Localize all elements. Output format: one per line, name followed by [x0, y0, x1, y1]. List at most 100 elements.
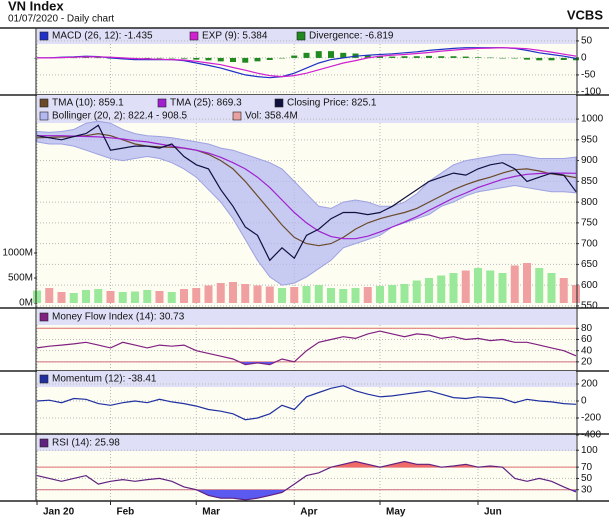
volume-bar	[253, 285, 262, 303]
legend-swatch	[39, 312, 49, 322]
divergence-bar	[144, 57, 151, 59]
divergence-bar	[168, 57, 175, 59]
chart-subtitle: 01/07/2020 - Daily chart	[8, 14, 114, 25]
volume-bar	[474, 268, 482, 303]
x-tick-label: Jan 20	[43, 507, 75, 518]
y-tick-label: -200	[581, 413, 601, 424]
legend-label: RSI (14): 25.98	[52, 438, 120, 449]
volume-bar	[143, 290, 152, 303]
divergence-bar	[560, 57, 567, 60]
divergence-bar	[95, 57, 102, 59]
y-tick-label: 650	[581, 259, 598, 270]
volume-bar	[351, 288, 360, 303]
volume-bar	[572, 285, 580, 303]
volume-bar	[449, 273, 458, 303]
divergence-bar	[83, 57, 89, 58]
y-tick-label: 60	[581, 334, 593, 345]
y-tick-label: 750	[581, 218, 598, 229]
volume-bar	[241, 284, 250, 303]
y-tick-label: 20	[581, 356, 593, 367]
divergence-bar	[242, 57, 249, 63]
volume-bar	[302, 286, 311, 303]
legend-band	[37, 435, 576, 451]
volume-bar	[559, 278, 568, 303]
divergence-bar	[377, 56, 383, 58]
divergence-bar	[573, 57, 579, 61]
divergence-bar	[462, 56, 469, 58]
volume-bar	[339, 289, 348, 303]
legend-swatch	[157, 98, 167, 108]
chart-title: VN Index	[8, 0, 64, 13]
line	[37, 47, 577, 78]
y-tick-label: 30	[581, 484, 593, 495]
y-tick-label: 0	[581, 396, 587, 407]
legend-swatch	[274, 98, 284, 108]
legend-swatch	[232, 111, 242, 121]
divergence-bar	[156, 57, 163, 59]
line	[36, 132, 577, 247]
y-tick-label: 800	[581, 197, 598, 208]
divergence-bar	[438, 56, 445, 58]
y-tick-label: 40	[581, 345, 593, 356]
volume-bar	[363, 287, 372, 303]
y-tick-label: 950	[581, 134, 598, 145]
divergence-bar	[230, 57, 236, 63]
volume-bar	[523, 263, 531, 303]
volume-bar	[547, 273, 556, 303]
volume-bar	[229, 282, 237, 303]
volume-bar	[167, 292, 176, 303]
volume-bar	[510, 265, 519, 303]
volume-bar	[82, 290, 90, 303]
legend-swatch	[39, 31, 49, 41]
legend-label: MACD (26, 12): -1.435	[52, 31, 153, 42]
legend-band	[37, 95, 576, 123]
divergence-bar	[193, 57, 200, 60]
divergence-bar	[303, 52, 310, 58]
legend-label: Vol: 358.4M	[245, 111, 298, 122]
volume-bar	[204, 285, 213, 303]
y-tick-label: -400	[581, 430, 601, 441]
volume-bar	[486, 270, 495, 303]
legend-band	[37, 371, 576, 387]
legend-band	[37, 28, 576, 44]
legend-label: EXP (9): 5.384	[202, 31, 268, 42]
divergence-bar	[328, 51, 334, 58]
divergence-bar	[217, 57, 224, 62]
volume-bar	[192, 288, 201, 303]
volume-bar	[131, 291, 139, 303]
y-tick-label: 80	[581, 323, 593, 334]
y-tick-label: 1000	[581, 114, 604, 125]
volume-bar	[57, 292, 66, 303]
legend-swatch	[39, 111, 49, 121]
divergence-bar	[475, 57, 481, 58]
volume-bar	[265, 286, 274, 303]
volume-bar	[437, 275, 446, 303]
legend-label: Momentum (12): -38.41	[52, 374, 157, 385]
legend-label: Divergence: -6.819	[309, 31, 394, 42]
line	[36, 124, 577, 262]
volume-bar	[400, 284, 409, 303]
x-tick-label: May	[386, 507, 406, 518]
y-tick-label: -50	[581, 70, 596, 81]
legend-swatch	[39, 98, 49, 108]
bollinger-band	[36, 120, 577, 286]
legend-swatch	[39, 374, 49, 384]
divergence-bar	[499, 57, 506, 59]
x-tick-label: Mar	[202, 507, 220, 518]
volume-bar	[180, 289, 188, 303]
y2-tick-label: 0M	[19, 298, 33, 309]
volume-bar	[216, 283, 225, 303]
divergence-bar	[426, 55, 432, 58]
divergence-bar	[254, 57, 261, 62]
divergence-bar	[548, 57, 555, 61]
volume-bar	[376, 286, 384, 303]
y-tick-label: 70	[581, 462, 593, 473]
divergence-bar	[401, 56, 408, 58]
divergence-bar	[70, 57, 77, 59]
volume-bar	[118, 292, 127, 303]
volume-bar	[155, 291, 164, 303]
y2-tick-label: 500M	[8, 273, 33, 284]
legend-label: Bollinger (20, 2): 822.4 - 908.5	[52, 111, 188, 122]
divergence-bar	[291, 55, 298, 58]
